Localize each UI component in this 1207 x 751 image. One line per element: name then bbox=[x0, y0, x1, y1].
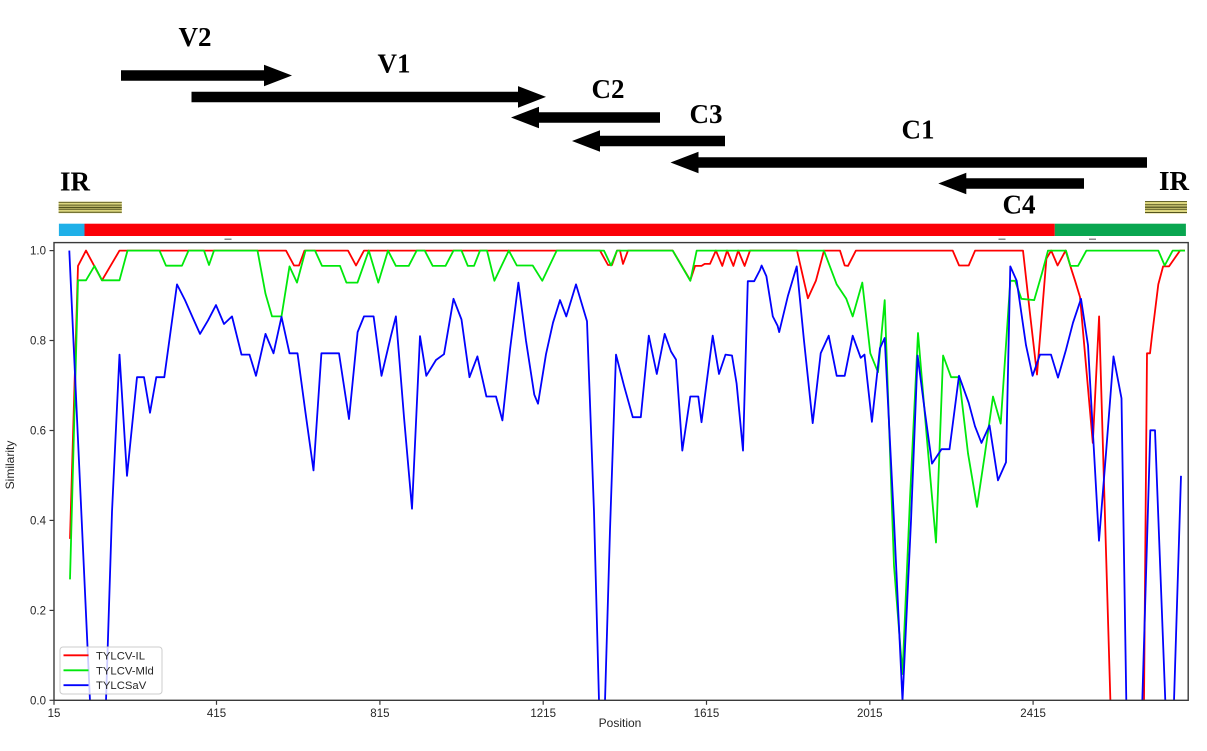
svg-text:415: 415 bbox=[207, 708, 226, 720]
svg-text:IR: IR bbox=[60, 167, 91, 197]
svg-text:15: 15 bbox=[48, 708, 61, 720]
svg-text:V2: V2 bbox=[179, 22, 212, 52]
svg-text:0.4: 0.4 bbox=[30, 515, 47, 527]
svg-text:TYLCV-Mld: TYLCV-Mld bbox=[96, 665, 154, 677]
svg-text:V1: V1 bbox=[378, 49, 411, 79]
svg-text:1615: 1615 bbox=[694, 708, 720, 720]
svg-text:C3: C3 bbox=[690, 99, 723, 129]
svg-text:0.6: 0.6 bbox=[30, 426, 46, 438]
svg-text:0.8: 0.8 bbox=[30, 336, 46, 348]
svg-text:TYLCV-IL: TYLCV-IL bbox=[96, 650, 145, 662]
svg-text:Similarity: Similarity bbox=[3, 441, 17, 490]
svg-text:1215: 1215 bbox=[530, 708, 556, 720]
svg-text:0.0: 0.0 bbox=[30, 695, 46, 707]
svg-text:C4: C4 bbox=[1003, 190, 1036, 220]
svg-text:0.2: 0.2 bbox=[30, 605, 46, 617]
svg-text:815: 815 bbox=[370, 708, 389, 720]
svg-text:2415: 2415 bbox=[1020, 708, 1046, 720]
svg-text:IR: IR bbox=[1159, 166, 1190, 196]
svg-text:TYLCSaV: TYLCSaV bbox=[96, 680, 147, 692]
svg-text:Position: Position bbox=[599, 716, 642, 730]
svg-text:1.0: 1.0 bbox=[30, 246, 46, 258]
svg-text:C2: C2 bbox=[592, 74, 625, 104]
svg-text:2015: 2015 bbox=[857, 708, 883, 720]
svg-text:C1: C1 bbox=[902, 115, 935, 145]
